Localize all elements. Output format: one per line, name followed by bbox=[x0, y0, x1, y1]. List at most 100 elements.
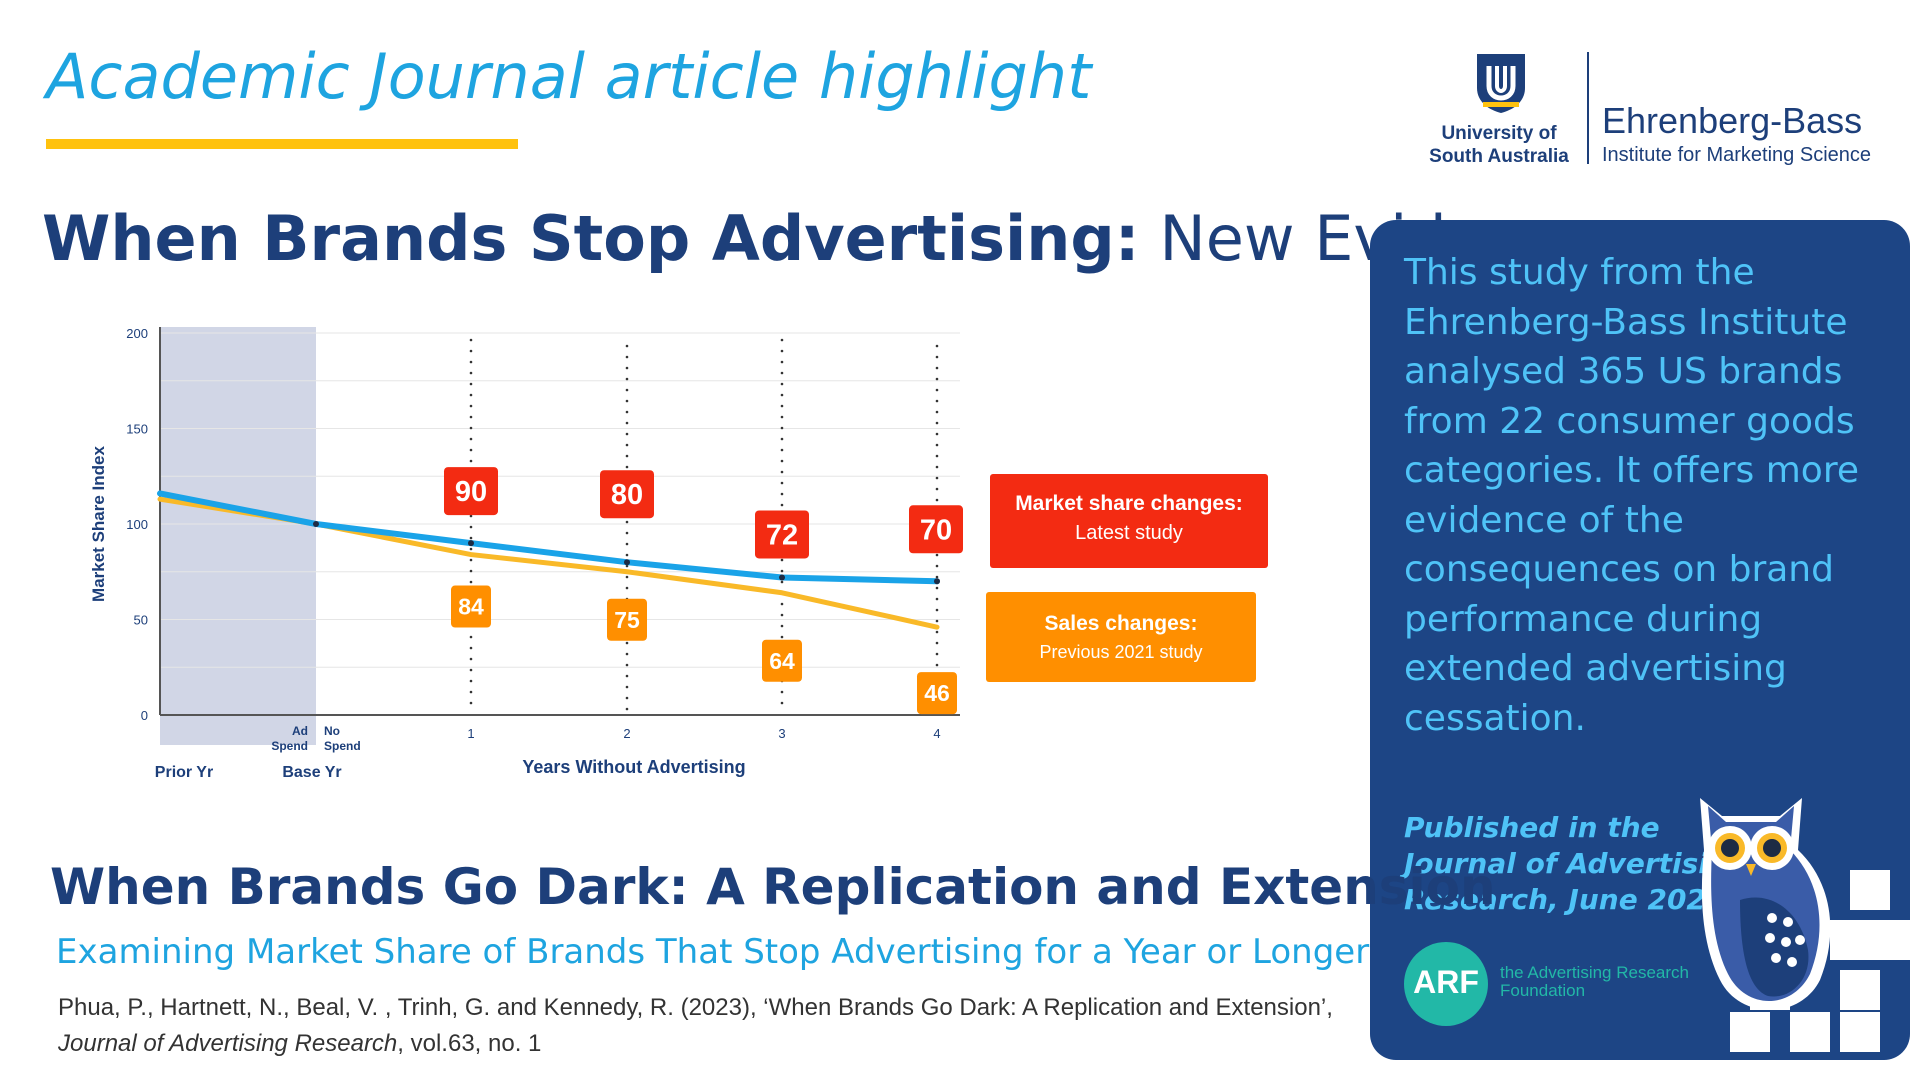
distribution-dot bbox=[625, 696, 629, 700]
x-tick-label: 3 bbox=[778, 726, 785, 741]
distribution-dot bbox=[469, 580, 473, 584]
sales-data-label: 64 bbox=[769, 648, 795, 674]
distribution-dot bbox=[625, 553, 629, 557]
no-spend-label-top: No bbox=[324, 724, 340, 738]
y-tick-label: 150 bbox=[126, 422, 148, 437]
sales-data-label: 75 bbox=[614, 607, 640, 633]
distribution-dot bbox=[469, 371, 473, 375]
distribution-dot bbox=[935, 663, 939, 667]
sales-label-box bbox=[451, 585, 491, 628]
distribution-dot bbox=[469, 547, 473, 551]
distribution-dot bbox=[780, 382, 784, 386]
distribution-dot bbox=[780, 470, 784, 474]
distribution-dot bbox=[780, 492, 784, 496]
distribution-dot bbox=[780, 371, 784, 375]
sales-label-box bbox=[917, 672, 957, 715]
distribution-dot bbox=[625, 399, 629, 403]
market-share-series-line bbox=[157, 490, 940, 585]
distribution-dot bbox=[625, 410, 629, 414]
legend-market-share-title: Market share changes: bbox=[1015, 492, 1243, 515]
market-share-point bbox=[313, 521, 319, 527]
distribution-dot bbox=[935, 355, 939, 359]
market-share-data-label: 70 bbox=[920, 514, 952, 546]
distribution-dot bbox=[469, 646, 473, 650]
distribution-dot bbox=[935, 564, 939, 568]
distribution-dot bbox=[469, 426, 473, 430]
study-summary-text: This study from the Ehrenberg-Bass Insti… bbox=[1404, 252, 1859, 739]
sales-label-box bbox=[607, 598, 647, 641]
legend-market-share: Market share changes: Latest study bbox=[990, 474, 1268, 568]
market-share-label-box bbox=[755, 510, 809, 559]
kicker-underline bbox=[46, 139, 518, 149]
distribution-dot bbox=[625, 641, 629, 645]
distribution-dot bbox=[935, 553, 939, 557]
distribution-dot bbox=[780, 448, 784, 452]
base-year-label: Base Yr bbox=[282, 764, 341, 781]
distribution-dot bbox=[625, 652, 629, 656]
distribution-dot bbox=[935, 377, 939, 381]
no-spend-label-bottom: Spend bbox=[324, 739, 361, 753]
distribution-dot bbox=[935, 399, 939, 403]
distribution-dot bbox=[625, 674, 629, 678]
unisa-shield-icon bbox=[1477, 54, 1525, 113]
distribution-dot bbox=[780, 459, 784, 463]
distribution-dot bbox=[625, 465, 629, 469]
market-share-label-box bbox=[600, 470, 654, 519]
distribution-dot bbox=[469, 690, 473, 694]
distribution-dot bbox=[625, 355, 629, 359]
y-tick-label: 0 bbox=[141, 708, 148, 723]
distribution-dot bbox=[625, 685, 629, 689]
paper-title: When Brands Go Dark: A Replication and E… bbox=[50, 858, 1496, 916]
x-tick-label: 2 bbox=[623, 726, 630, 741]
market-share-point bbox=[779, 574, 785, 581]
distribution-dot bbox=[780, 393, 784, 397]
y-tick-label: 100 bbox=[126, 517, 148, 532]
distribution-dot bbox=[625, 520, 629, 524]
university-logo-text: University of South Australia bbox=[1429, 123, 1569, 167]
distribution-dot bbox=[935, 410, 939, 414]
distribution-dot bbox=[935, 619, 939, 623]
distribution-dot bbox=[935, 575, 939, 579]
market-share-point bbox=[624, 559, 630, 566]
distribution-dot bbox=[780, 635, 784, 639]
market-share-label-box bbox=[909, 505, 963, 554]
distribution-dot bbox=[780, 437, 784, 441]
market-share-label-box bbox=[444, 467, 498, 516]
headline-bold: When Brands Stop Advertising: bbox=[42, 202, 1140, 275]
distribution-dot bbox=[780, 338, 784, 342]
distribution-dot bbox=[935, 652, 939, 656]
institute-logo-subtitle: Institute for Marketing Science bbox=[1602, 144, 1872, 166]
distribution-dot bbox=[469, 415, 473, 419]
institute-logo-name: Ehrenberg-Bass bbox=[1602, 100, 1863, 141]
citation-journal: Journal of Advertising Research bbox=[58, 1030, 398, 1057]
distribution-dot bbox=[469, 459, 473, 463]
x-tick-label: 4 bbox=[933, 726, 940, 741]
legend-sales: Sales changes: Previous 2021 study bbox=[986, 592, 1256, 682]
distribution-dot bbox=[625, 388, 629, 392]
distribution-dot bbox=[935, 388, 939, 392]
distribution-dot bbox=[935, 487, 939, 491]
distribution-dot bbox=[625, 443, 629, 447]
distribution-dot bbox=[780, 569, 784, 573]
ad-spend-label-bottom: Spend bbox=[271, 739, 308, 753]
market-share-data-label: 80 bbox=[611, 479, 643, 511]
distribution-dot bbox=[625, 564, 629, 568]
distribution-dot bbox=[625, 366, 629, 370]
distribution-dot bbox=[469, 635, 473, 639]
kicker-title: Academic Journal article highlight bbox=[46, 40, 1092, 113]
paper-subtitle: Examining Market Share of Brands That St… bbox=[56, 932, 1370, 972]
distribution-dot bbox=[935, 366, 939, 370]
distribution-dot bbox=[935, 597, 939, 601]
distribution-dot bbox=[469, 404, 473, 408]
distribution-dot bbox=[625, 542, 629, 546]
study-summary-panel: This study from the Ehrenberg-Bass Insti… bbox=[1370, 220, 1910, 1060]
distribution-dot bbox=[469, 569, 473, 573]
distribution-dot bbox=[780, 701, 784, 705]
distribution-dot bbox=[935, 586, 939, 590]
distribution-dot bbox=[780, 503, 784, 507]
distribution-dot bbox=[935, 421, 939, 425]
distribution-dot bbox=[780, 690, 784, 694]
sales-label-box bbox=[762, 639, 802, 682]
distribution-dot bbox=[469, 679, 473, 683]
